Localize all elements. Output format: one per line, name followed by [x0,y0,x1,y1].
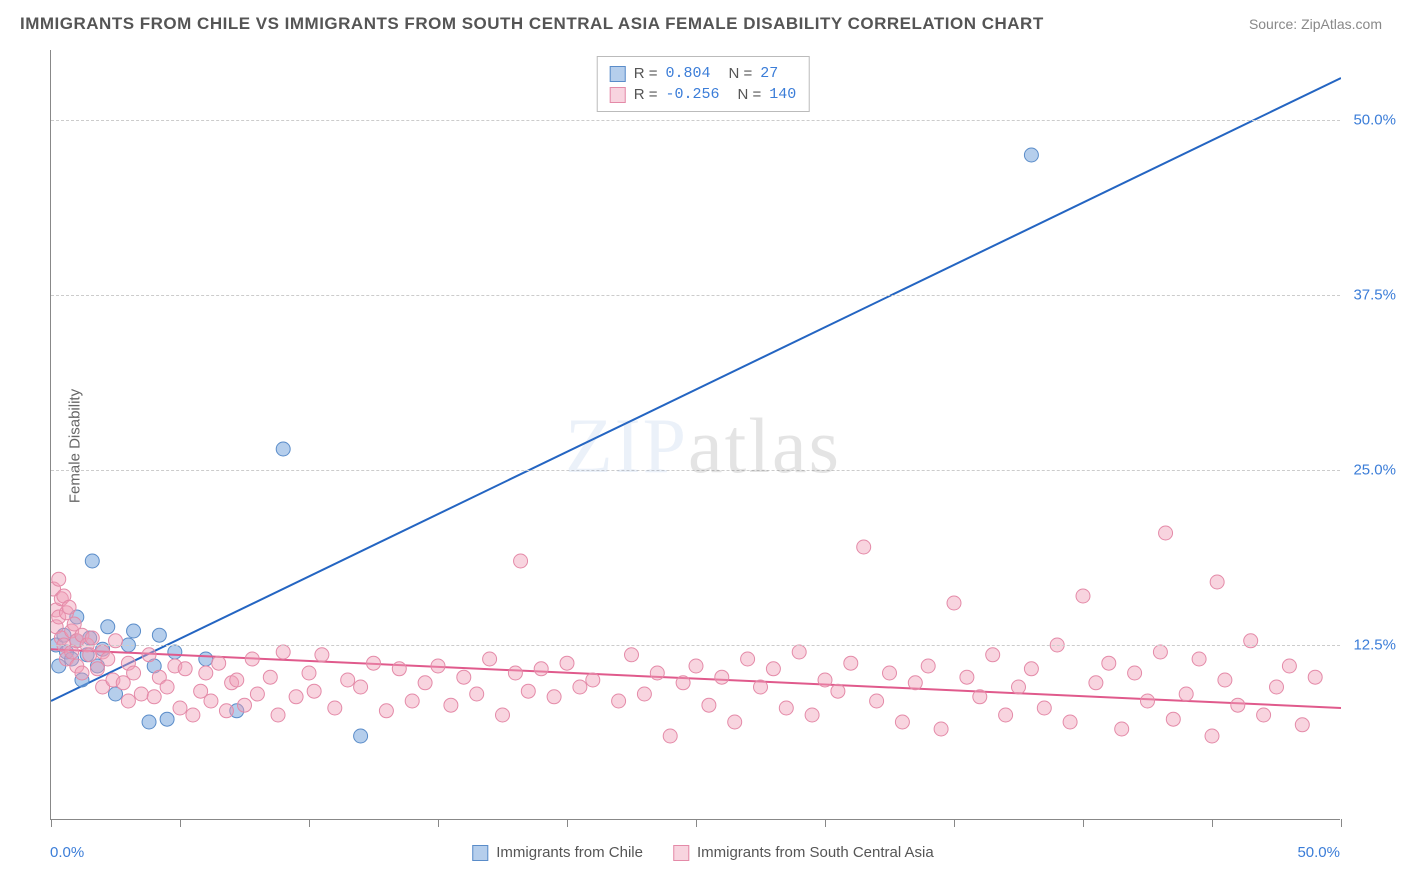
swatch-chile [610,66,626,82]
swatch-chile-icon [472,845,488,861]
legend-row-chile: R = 0.804 N = 27 [610,63,797,84]
scatter-canvas [51,50,1341,820]
n-value-sca: 140 [769,84,796,105]
legend-row-sca: R = -0.256 N = 140 [610,84,797,105]
legend-label-chile: Immigrants from Chile [496,844,643,861]
r-value-chile: 0.804 [665,63,710,84]
x-axis-max-label: 50.0% [1297,844,1340,861]
legend-label-sca: Immigrants from South Central Asia [697,844,934,861]
chart-title: IMMIGRANTS FROM CHILE VS IMMIGRANTS FROM… [20,14,1044,34]
plot-area: 12.5%25.0%37.5%50.0% [50,50,1340,820]
swatch-sca-icon [673,845,689,861]
legend-item-sca: Immigrants from South Central Asia [673,844,934,861]
legend-item-chile: Immigrants from Chile [472,844,643,861]
correlation-legend: R = 0.804 N = 27 R = -0.256 N = 140 [597,56,810,112]
source-attribution: Source: ZipAtlas.com [1249,16,1382,32]
n-value-chile: 27 [760,63,778,84]
series-legend: Immigrants from Chile Immigrants from So… [472,844,933,861]
x-axis-min-label: 0.0% [50,844,84,861]
r-value-sca: -0.256 [665,84,719,105]
swatch-sca [610,87,626,103]
